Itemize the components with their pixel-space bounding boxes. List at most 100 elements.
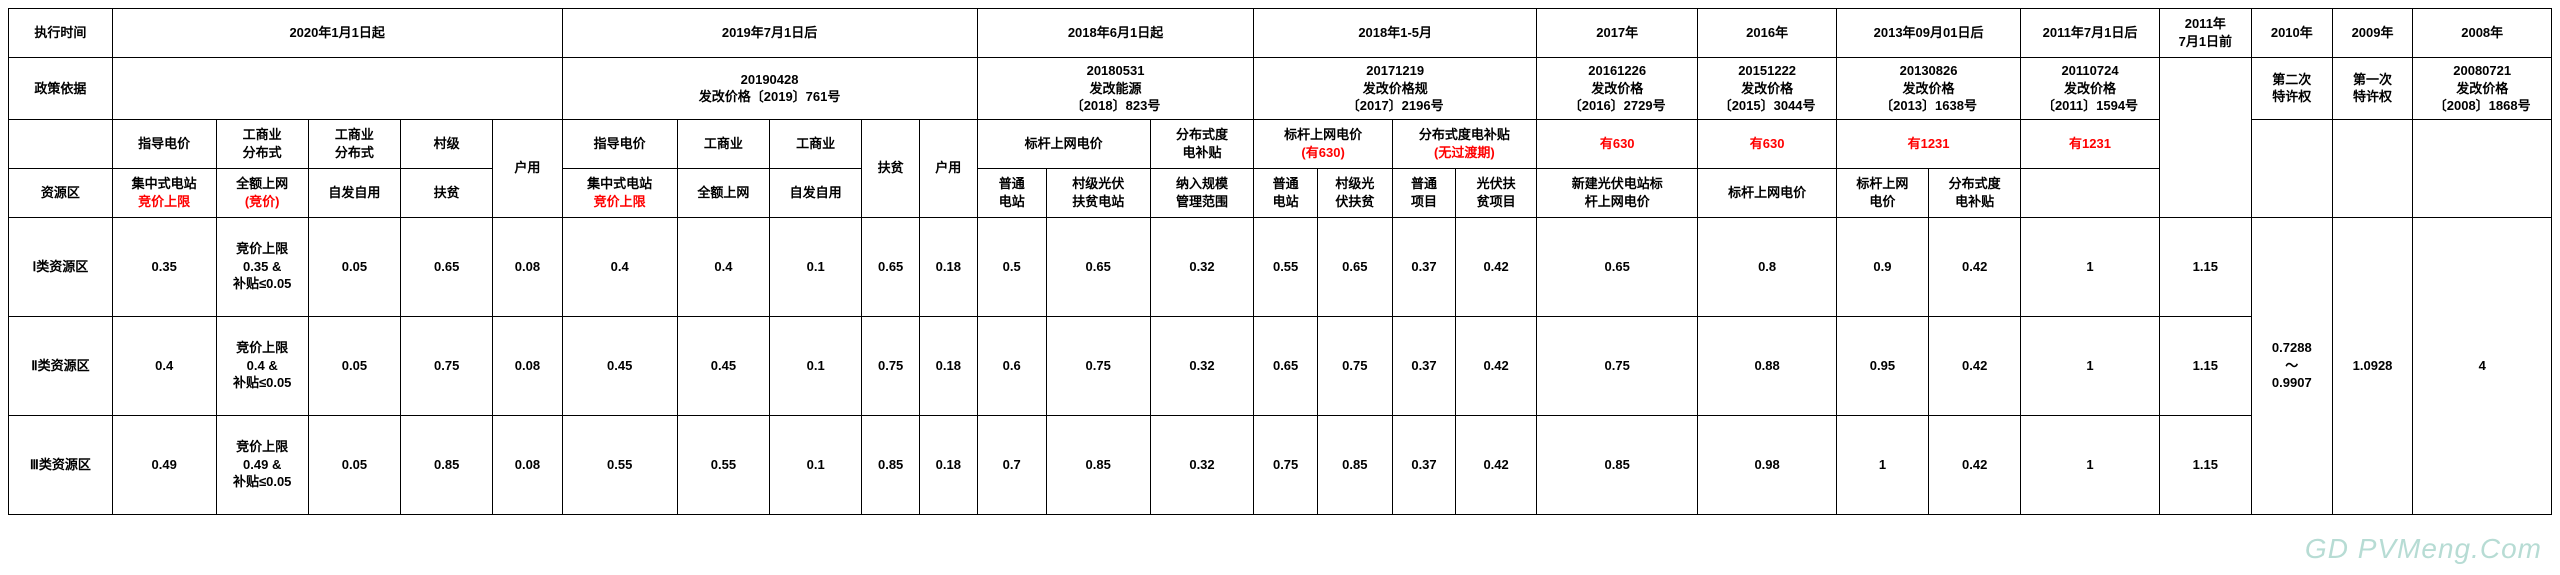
z2-2020-central: 0.4	[112, 316, 216, 415]
row-zone2: Ⅱ类资源区 0.4 竞价上限0.4 &补贴≤0.05 0.05 0.75 0.0…	[9, 316, 2552, 415]
z1-2019-full: 0.4	[677, 217, 769, 316]
z2-2011a: 1.15	[2159, 316, 2251, 415]
z2-2018a-vfp: 0.75	[1317, 316, 1392, 415]
sub2-2018b-nr: 纳入规模管理范围	[1150, 168, 1254, 217]
z3-2020-central: 0.49	[112, 415, 216, 514]
sub-2008-empty	[2413, 119, 2552, 217]
sub1-2017: 有630	[1536, 119, 1697, 168]
period-2017: 2017年	[1536, 9, 1697, 58]
z1-2020-fp: 0.65	[401, 217, 493, 316]
watermark: GD PVMeng.Com	[2305, 533, 2542, 565]
z1-2018a-pt: 0.55	[1254, 217, 1317, 316]
row-exec-time: 执行时间 2020年1月1日起 2019年7月1日后 2018年6月1日起 20…	[9, 9, 2552, 58]
label-policy-basis: 政策依据	[9, 58, 113, 120]
sub1-2018a-bm-pre: 标杆上网电价	[1284, 127, 1362, 142]
period-2008: 2008年	[2413, 9, 2552, 58]
z1-2018b-nr: 0.32	[1150, 217, 1254, 316]
z1-2019-central: 0.4	[562, 217, 677, 316]
z3-2018b-pt: 0.7	[977, 415, 1046, 514]
z3-2019-self: 0.1	[770, 415, 862, 514]
z2-2018a-fpx: 0.42	[1456, 316, 1537, 415]
sub1-2018b-dist: 分布式度电补贴	[1150, 119, 1254, 168]
basis-2011a-empty	[2159, 58, 2251, 218]
z3-2019-central: 0.55	[562, 415, 677, 514]
sub2-2020-full-l2: (竞价)	[245, 194, 280, 209]
sub2-2019-fp: 扶贫	[862, 119, 920, 217]
period-2019: 2019年7月1日后	[562, 9, 977, 58]
sub2-2013-dist: 分布式度电补贴	[1929, 168, 2021, 217]
basis-2020-empty	[112, 58, 562, 120]
sub2-2020-central-l1: 集中式电站	[132, 176, 197, 191]
basis-2016: 20151222发改价格〔2015〕3044号	[1698, 58, 1836, 120]
zone1-label: Ⅰ类资源区	[9, 217, 113, 316]
basis-2013: 20130826发改价格〔2013〕1638号	[1836, 58, 2021, 120]
zone3-label: Ⅲ类资源区	[9, 415, 113, 514]
sub1-2019-icA: 工商业	[677, 119, 769, 168]
z3-2018a-fpx: 0.42	[1456, 415, 1537, 514]
sub2-2020-hh: 户用	[493, 119, 562, 217]
sub2-2016: 标杆上网电价	[1698, 168, 1836, 217]
z1-2018b-pt: 0.5	[977, 217, 1046, 316]
period-2013: 2013年09月01日后	[1836, 9, 2021, 58]
z3-2018a-vfp: 0.85	[1317, 415, 1392, 514]
z1-2017: 0.65	[1536, 217, 1697, 316]
sub2-2019-full: 全额上网	[677, 168, 769, 217]
basis-2009: 第一次特许权	[2332, 58, 2413, 120]
label-exec-time: 执行时间	[9, 9, 113, 58]
z3-2020-fp: 0.85	[401, 415, 493, 514]
z2-2018b-vfp: 0.75	[1046, 316, 1150, 415]
z3-2019-fp: 0.85	[862, 415, 920, 514]
z1-2016: 0.8	[1698, 217, 1836, 316]
sub2-2018a-vfp: 村级光伏扶贫	[1317, 168, 1392, 217]
z2-2020-fp: 0.75	[401, 316, 493, 415]
sub1-2011b: 有1231	[2021, 119, 2159, 168]
z3-2018b-vfp: 0.85	[1046, 415, 1150, 514]
sub2-2020-self: 自发自用	[308, 168, 400, 217]
z1-2020-self: 0.05	[308, 217, 400, 316]
z2-2016: 0.88	[1698, 316, 1836, 415]
label-resource: 资源区	[9, 168, 113, 217]
z1-2019-fp: 0.65	[862, 217, 920, 316]
z-2010: 0.7288～0.9907	[2251, 217, 2332, 514]
period-2011a: 2011年7月1日前	[2159, 9, 2251, 58]
z3-2016: 0.98	[1698, 415, 1836, 514]
basis-2008: 20080721发改价格〔2008〕1868号	[2413, 58, 2552, 120]
sub2-2020-fp: 扶贫	[401, 168, 493, 217]
sub1-2019-guide: 指导电价	[562, 119, 677, 168]
z3-2019-full: 0.55	[677, 415, 769, 514]
sub2-2018b-pt: 普通电站	[977, 168, 1046, 217]
sub2-2018a-fpx: 光伏扶贫项目	[1456, 168, 1537, 217]
sub2-2020-central-l2: 竞价上限	[138, 194, 190, 209]
sub1-2020-guide: 指导电价	[112, 119, 216, 168]
sub1-2016: 有630	[1698, 119, 1836, 168]
basis-2017: 20161226发改价格〔2016〕2729号	[1536, 58, 1697, 120]
sub2-2019-central: 集中式电站 竞价上限	[562, 168, 677, 217]
basis-2018b: 20180531发改能源〔2018〕823号	[977, 58, 1254, 120]
basis-2018a: 20171219发改价格规〔2017〕2196号	[1254, 58, 1537, 120]
sub2-2020-full: 全额上网 (竞价)	[216, 168, 308, 217]
z3-2011a: 1.15	[2159, 415, 2251, 514]
z1-2018a-fpx: 0.42	[1456, 217, 1537, 316]
z1-2020-full: 竞价上限0.35 &补贴≤0.05	[216, 217, 308, 316]
sub2-2018a-pt: 普通电站	[1254, 168, 1317, 217]
sub1-2020-village: 村级	[401, 119, 493, 168]
z2-2019-self: 0.1	[770, 316, 862, 415]
sub2-2019-central-l2: 竞价上限	[594, 194, 646, 209]
z3-2020-full: 竞价上限0.49 &补贴≤0.05	[216, 415, 308, 514]
row-zone3: Ⅲ类资源区 0.49 竞价上限0.49 &补贴≤0.05 0.05 0.85 0…	[9, 415, 2552, 514]
z1-2019-hh: 0.18	[919, 217, 977, 316]
z2-2019-fp: 0.75	[862, 316, 920, 415]
sub-2009-empty	[2332, 119, 2413, 217]
row-zone1: Ⅰ类资源区 0.35 竞价上限0.35 &补贴≤0.05 0.05 0.65 0…	[9, 217, 2552, 316]
period-2010: 2010年	[2251, 9, 2332, 58]
z1-2011b: 1	[2021, 217, 2159, 316]
z1-2020-central: 0.35	[112, 217, 216, 316]
basis-2010: 第二次特许权	[2251, 58, 2332, 120]
sub1-2018a-dist-no: (无过渡期)	[1434, 145, 1495, 160]
sub1-2020-icA: 工商业分布式	[216, 119, 308, 168]
sub1-2018a-bm-630: (有630)	[1301, 145, 1344, 160]
basis-2019: 20190428发改价格〔2019〕761号	[562, 58, 977, 120]
period-2018a: 2018年1-5月	[1254, 9, 1537, 58]
z3-2013-dist: 0.42	[1929, 415, 2021, 514]
z1-2018a-ptx: 0.37	[1392, 217, 1455, 316]
